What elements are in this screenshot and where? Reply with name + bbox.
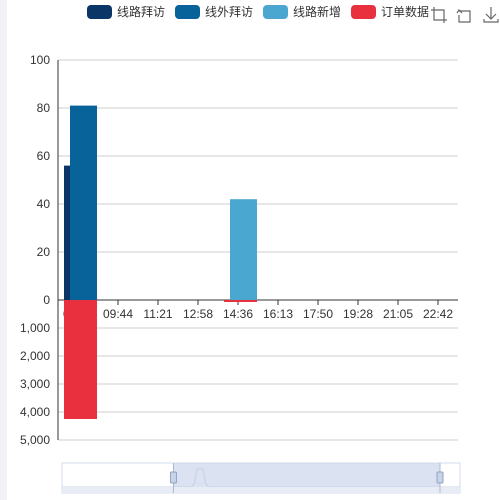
datazoom-handle[interactable]: [436, 471, 444, 484]
bottom-y-tick-label: 1,000: [20, 321, 50, 335]
x-tick-label: 16:13: [263, 307, 293, 321]
chart-toolbox: [430, 6, 500, 24]
top-y-tick-label: 60: [37, 149, 51, 163]
top-y-tick-label: 20: [37, 245, 51, 259]
x-tick-label: 09:44: [103, 307, 133, 321]
legend-swatch-offline-visit: [175, 4, 201, 19]
top-y-tick-label: 40: [37, 197, 51, 211]
bar-订单数据[interactable]: [64, 300, 97, 419]
bar-线路新增[interactable]: [230, 199, 257, 300]
x-tick-label: 21:05: [383, 307, 413, 321]
legend-swatch-line-new: [263, 4, 289, 19]
legend-label-line-visit: 线路拜访: [117, 5, 166, 19]
legend-item-line-new[interactable]: 线路新增: [263, 3, 341, 20]
datazoom-slider[interactable]: [61, 462, 461, 494]
bottom-y-tick-label: 5,000: [20, 433, 50, 447]
x-tick-label: 11:21: [143, 307, 172, 321]
bottom-y-axis: 1,000 2,000 3,000 4,000 5,000: [20, 321, 50, 447]
download-icon[interactable]: [482, 6, 500, 24]
top-y-axis: 0 20 40 60 80 100: [30, 53, 50, 307]
chart-legend: 线路拜访 线外拜访 线路新增 订单数据: [87, 3, 439, 20]
legend-item-offline-visit[interactable]: 线外拜访: [175, 3, 253, 20]
bottom-y-tick-label: 3,000: [20, 377, 50, 391]
legend-label-offline-visit: 线外拜访: [205, 5, 254, 19]
x-axis: 08:0609:4411:2112:5814:3616:1317:5019:28…: [58, 299, 458, 321]
x-tick-label: 17:50: [303, 307, 333, 321]
legend-item-order-data[interactable]: 订单数据: [351, 3, 429, 20]
x-tick-label: 12:58: [183, 307, 213, 321]
top-y-tick-label: 80: [37, 101, 51, 115]
top-grid: [57, 59, 458, 301]
bar-线外拜访[interactable]: [70, 105, 97, 300]
datazoom-bottom-band: [62, 487, 460, 493]
bar-订单数据[interactable]: [224, 300, 257, 302]
top-y-tick-label: 0: [43, 293, 50, 307]
zoom-reset-icon[interactable]: [456, 6, 474, 24]
x-tick-label: 14:36: [223, 307, 253, 321]
datazoom-preview-line: [62, 468, 460, 488]
legend-label-order-data: 订单数据: [381, 5, 430, 19]
bottom-grid: [57, 299, 458, 441]
x-tick-label: 19:28: [343, 307, 373, 321]
bottom-y-tick-label: 4,000: [20, 405, 50, 419]
bar-series: [64, 105, 257, 419]
top-y-tick-label: 100: [30, 53, 50, 67]
zoom-area-icon[interactable]: [430, 6, 448, 24]
page-left-strip: [0, 0, 7, 500]
legend-item-line-visit[interactable]: 线路拜访: [87, 3, 165, 20]
legend-label-line-new: 线路新增: [293, 5, 342, 19]
legend-swatch-line-visit: [87, 4, 112, 19]
legend-swatch-order-data: [351, 4, 377, 19]
bottom-y-tick-label: 2,000: [20, 349, 50, 363]
datazoom-handle[interactable]: [169, 471, 177, 484]
x-tick-label: 22:42: [423, 307, 453, 321]
